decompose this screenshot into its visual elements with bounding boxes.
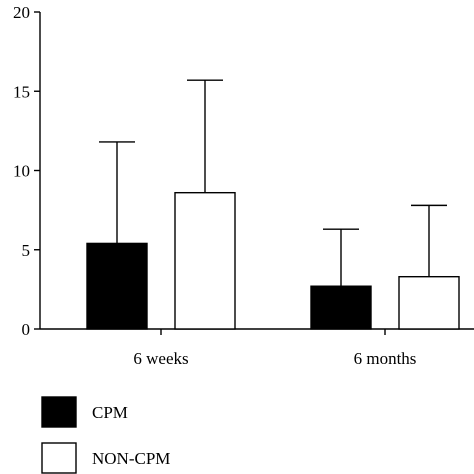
y-tick-label: 10 <box>13 162 30 181</box>
legend: CPM NON-CPM <box>41 396 170 474</box>
y-tick-label: 0 <box>22 320 31 339</box>
bar-cpm-1 <box>310 285 372 330</box>
bar-non-cpm-0 <box>174 191 236 330</box>
x-axis: 6 weeks 6 months <box>40 328 474 368</box>
y-tick-label: 20 <box>13 3 30 22</box>
error-bars <box>99 79 447 287</box>
x-tick-label: 6 months <box>354 349 417 368</box>
y-tick-label: 15 <box>13 82 30 101</box>
bar-cpm-0 <box>86 242 148 330</box>
legend-swatch-non-cpm <box>41 442 77 474</box>
bars <box>86 191 460 330</box>
legend-label-cpm: CPM <box>92 403 128 422</box>
x-tick-label: 6 weeks <box>133 349 188 368</box>
legend-label-non-cpm: NON-CPM <box>92 449 170 468</box>
y-tick-label: 5 <box>22 241 31 260</box>
bar-non-cpm-1 <box>398 275 460 330</box>
y-axis: 0 5 10 15 20 <box>13 3 41 339</box>
legend-swatch-cpm <box>41 396 77 428</box>
